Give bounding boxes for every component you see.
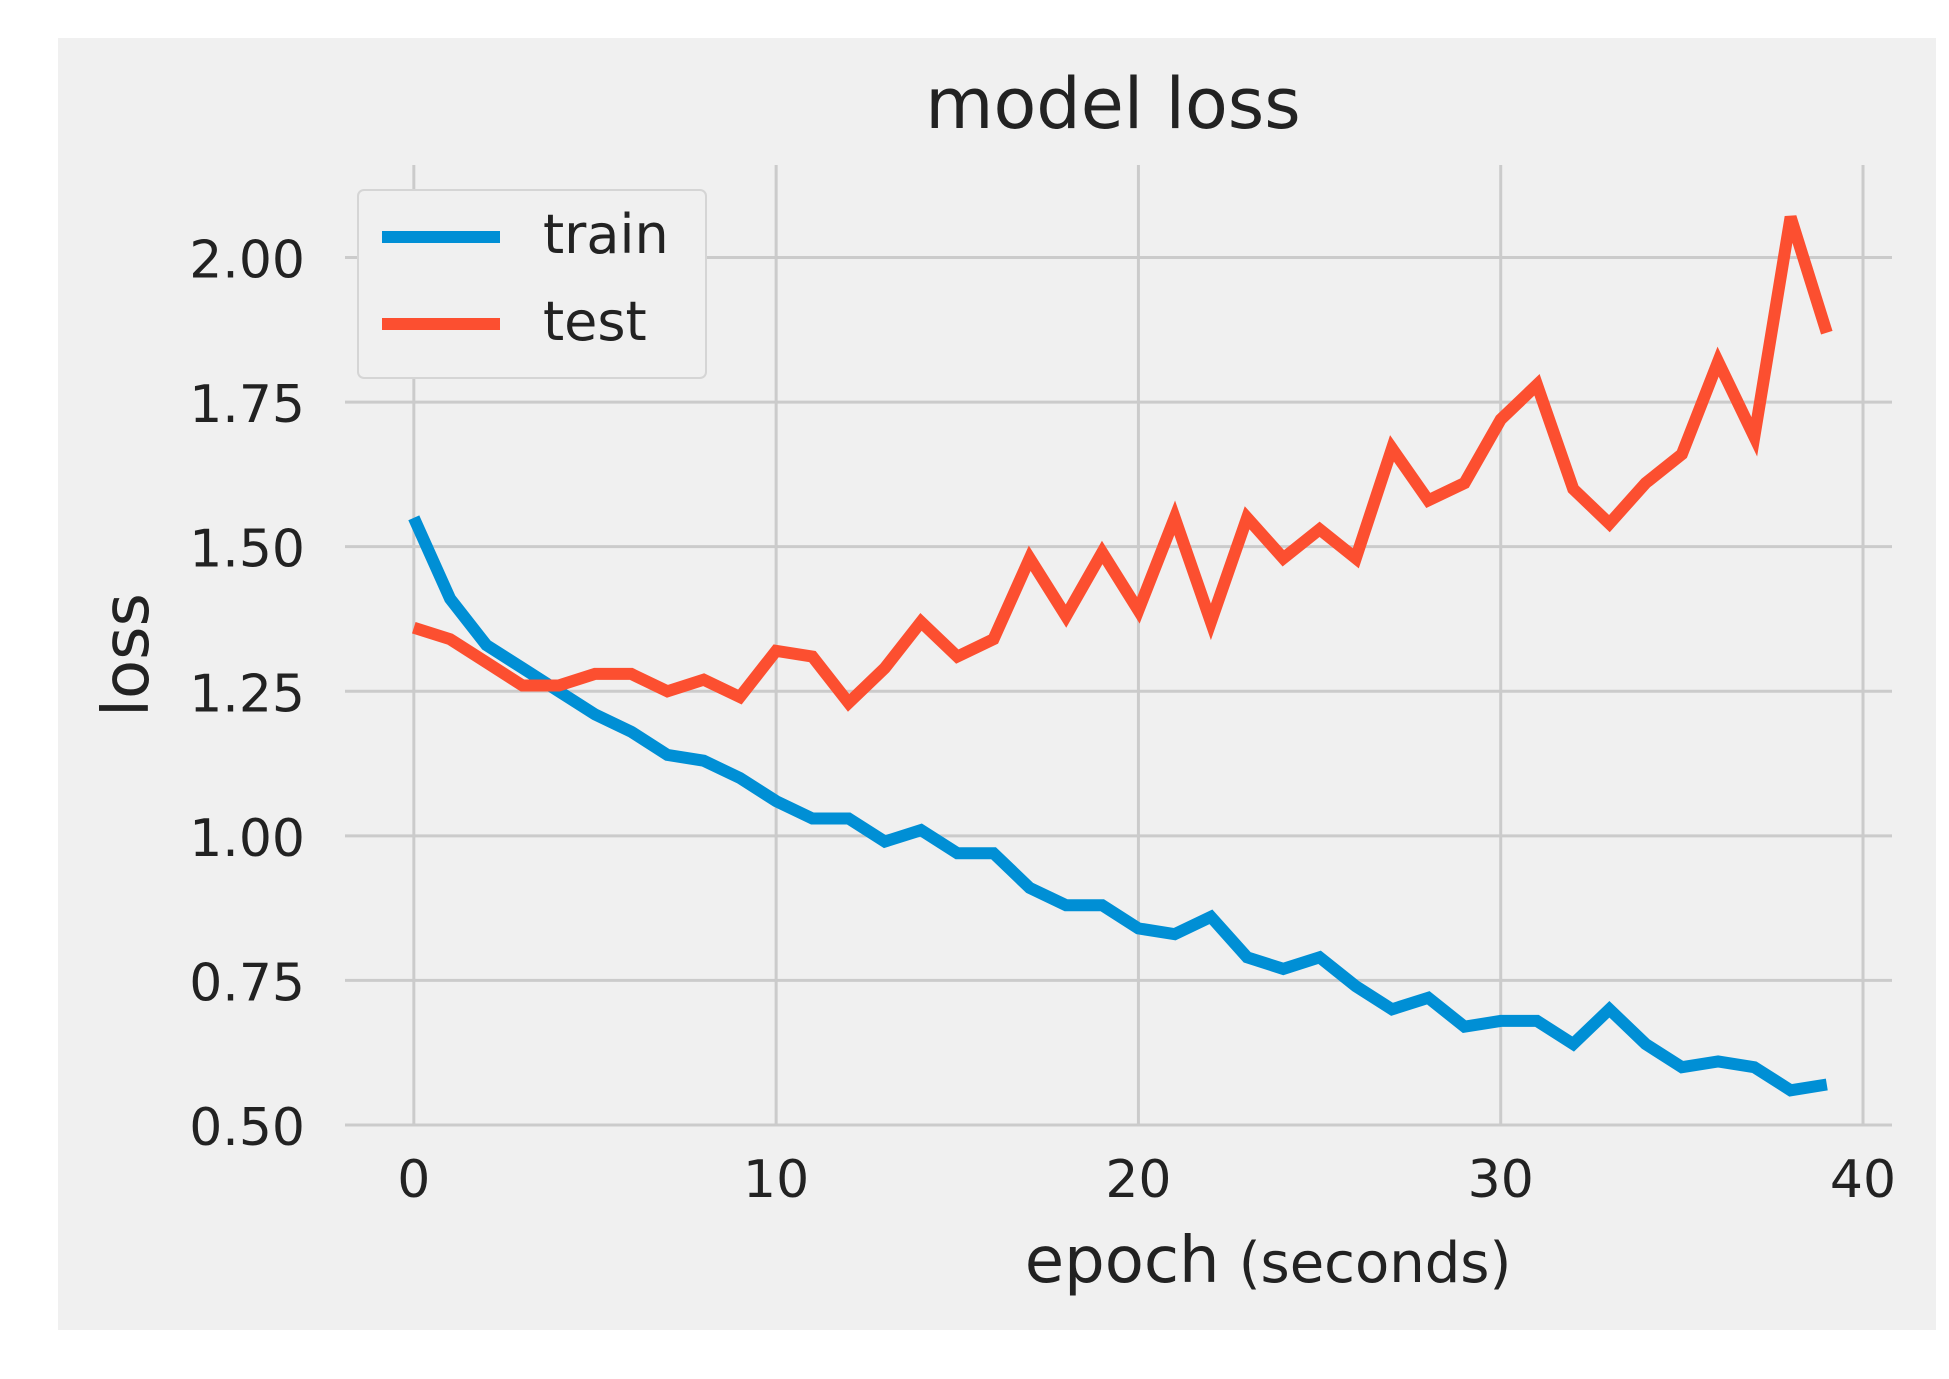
x-axis-label-suffix: (seconds) [1239,1231,1512,1296]
chart-background [58,38,1936,1330]
y-axis-label: loss [90,593,164,717]
y-tick-label: 1.00 [189,809,305,869]
x-axis-label-main: epoch [1025,1224,1220,1298]
y-tick-label: 1.25 [189,664,305,724]
chart-title: model loss [925,63,1300,145]
x-tick-label: 40 [1830,1150,1896,1210]
y-axis-ticks: 0.50 0.75 1.00 1.25 1.50 1.75 2.00 [189,231,305,1158]
legend: train test [357,189,707,379]
x-tick-label: 20 [1105,1150,1171,1210]
series-line-train [408,515,1828,1097]
y-tick-label: 1.75 [189,375,305,435]
legend-test-label: test [543,290,647,353]
y-tick-label: 0.75 [189,953,305,1013]
x-axis-ticks: 0 10 20 30 40 [397,1150,1896,1210]
y-tick-label: 0.50 [189,1098,305,1158]
x-tick-label: 0 [397,1150,430,1210]
x-tick-label: 10 [743,1150,809,1210]
series-line-test [411,215,1833,712]
y-tick-label: 1.50 [189,520,305,580]
x-tick-label: 30 [1468,1150,1534,1210]
x-axis-label: epoch (seconds) [1025,1224,1512,1298]
series-lines [408,215,1833,1097]
y-tick-label: 2.00 [189,231,305,291]
legend-train-label: train [543,203,669,266]
